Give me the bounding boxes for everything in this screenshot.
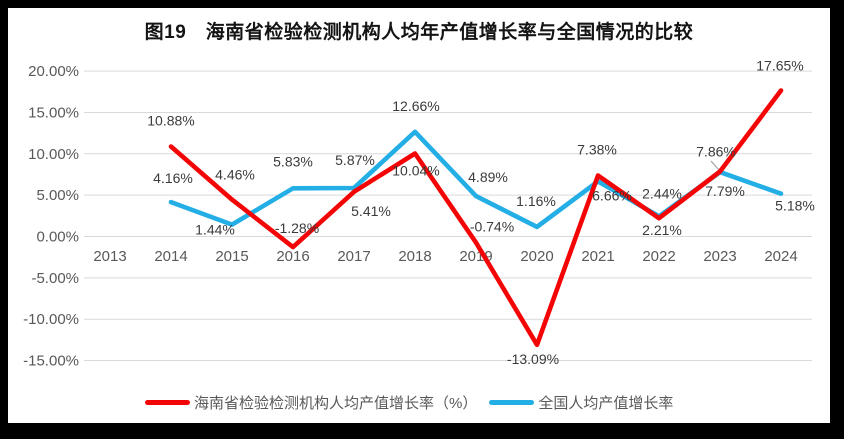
data-label-hainan-2021: 7.38% (577, 141, 617, 157)
data-label-national-2018: 12.66% (392, 98, 439, 114)
x-axis-tick-label: 2016 (276, 248, 309, 265)
data-label-national-2022: 2.44% (642, 185, 682, 201)
y-axis-tick-label: -15.00% (23, 353, 79, 370)
legend-swatch-red-line (145, 399, 190, 405)
legend-item-national: 全国人均产值增长率 (489, 392, 673, 413)
x-axis-tick-label: 2024 (764, 248, 797, 265)
data-label-hainan-2024: 17.65% (756, 58, 803, 74)
data-label-national-2021: 6.66% (592, 187, 632, 203)
x-axis-tick-label: 2017 (337, 248, 370, 265)
y-axis-tick-label: 5.00% (36, 187, 79, 204)
data-label-hainan-2022: 2.21% (642, 222, 682, 238)
data-label-national-2019: 4.89% (468, 169, 508, 185)
chart-canvas (8, 8, 830, 423)
chart-title: 图19 海南省检验检测机构人均年产值增长率与全国情况的比较 (144, 22, 694, 43)
data-label-national-2016: 5.83% (273, 153, 313, 169)
data-label-national-2017: 5.87% (335, 152, 375, 168)
data-label-hainan-2019: -0.74% (470, 219, 514, 235)
x-axis-tick-label: 2023 (703, 248, 736, 265)
chart-legend: 海南省检验检测机构人均产值增长率（%） 全国人均产值增长率 (145, 392, 673, 412)
legend-swatch-blue-line (489, 399, 535, 405)
data-label-hainan-2014: 10.88% (147, 113, 194, 129)
legend-item-hainan: 海南省检验检测机构人均产值增长率（%） (145, 392, 477, 413)
x-axis-tick-label: 2021 (581, 248, 614, 265)
legend-label-national: 全国人均产值增长率 (538, 394, 674, 412)
label-leader-line (710, 160, 720, 171)
data-label-national-2020: 1.16% (516, 193, 556, 209)
y-axis-tick-label: 15.00% (28, 104, 79, 121)
x-axis-tick-label: 2022 (642, 248, 675, 265)
x-axis-tick-label: 2018 (398, 248, 431, 265)
series-line-hainan (168, 88, 784, 348)
data-label-hainan-2015: 4.46% (215, 167, 255, 183)
x-axis-tick-label: 2013 (93, 248, 126, 265)
data-label-national-2024: 5.18% (775, 198, 815, 214)
y-axis-tick-label: -5.00% (31, 270, 79, 287)
x-axis-tick-label: 2014 (154, 248, 187, 265)
x-axis-tick-label: 2020 (520, 248, 553, 265)
y-axis-tick-label: 0.00% (36, 229, 79, 246)
y-axis-tick-label: -10.00% (23, 311, 79, 328)
y-axis-tick-label: 20.00% (28, 63, 79, 80)
data-label-national-2023: 7.79% (705, 183, 745, 199)
legend-label-hainan: 海南省检验检测机构人均产值增长率（%） (194, 394, 478, 412)
data-label-hainan-2017: 5.41% (351, 203, 391, 219)
x-axis-tick-label: 2015 (215, 248, 248, 265)
data-label-hainan-2018: 10.04% (392, 162, 439, 178)
data-label-hainan-2020: -13.09% (507, 351, 559, 367)
y-axis-tick-label: 10.00% (28, 146, 79, 163)
data-label-hainan-2016: -1.28% (275, 220, 319, 236)
data-label-hainan-2023: 7.86% (696, 143, 736, 159)
data-label-national-2015: 1.44% (195, 222, 235, 238)
data-label-national-2014: 4.16% (153, 170, 193, 186)
